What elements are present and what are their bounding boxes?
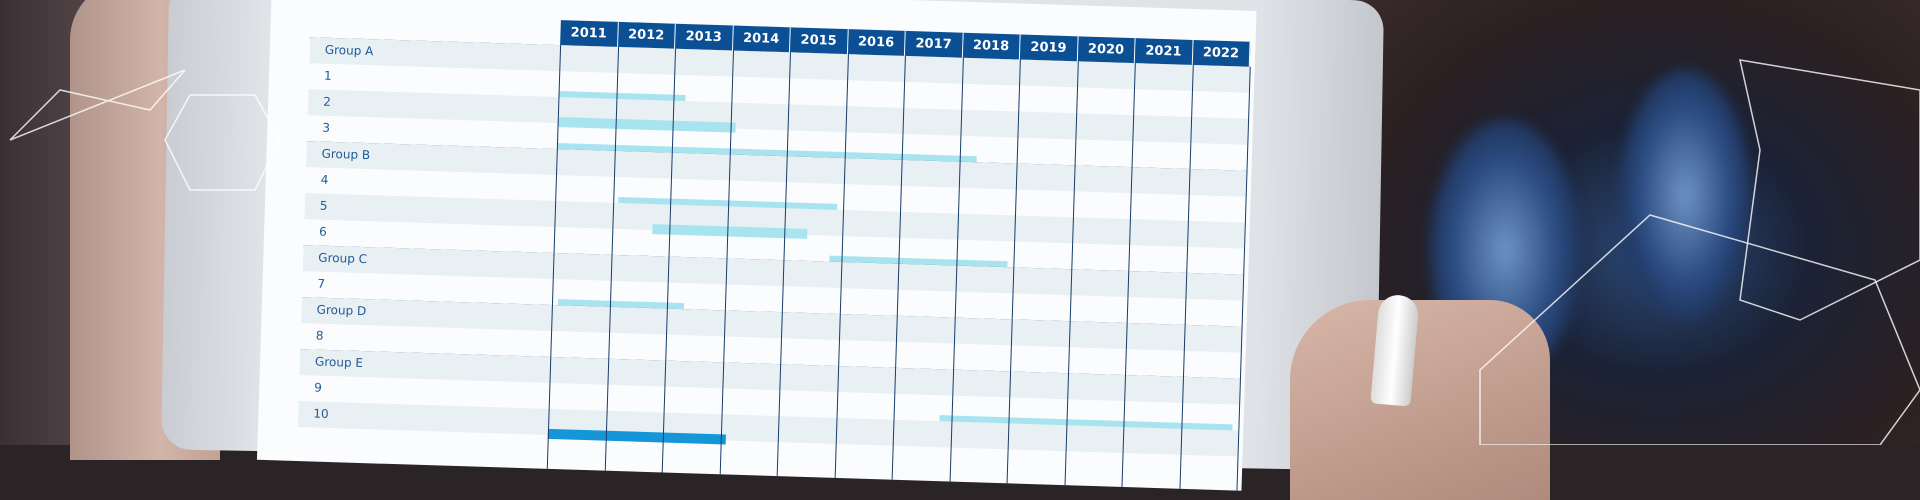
hexagon-decoration <box>9 59 1920 445</box>
shoe <box>1620 70 1750 320</box>
hexagon-icon <box>1739 59 1920 321</box>
hexagon-icon <box>164 94 281 191</box>
hexagon-icon <box>1479 214 1920 445</box>
background-right <box>1360 0 1920 445</box>
